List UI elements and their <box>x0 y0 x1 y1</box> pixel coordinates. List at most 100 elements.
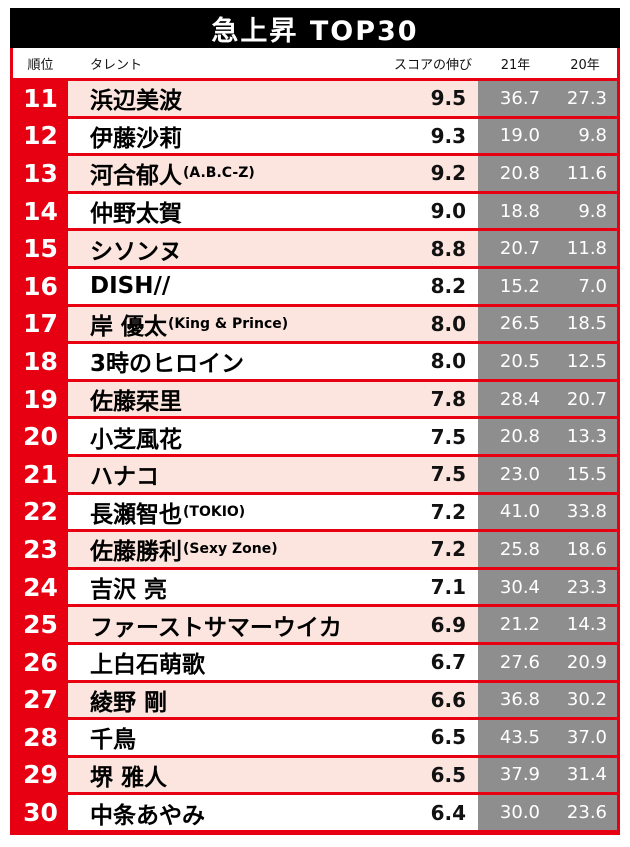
rank-number: 29 <box>23 760 58 790</box>
score-growth-value: 8.0 <box>410 344 478 379</box>
table-header-row: 順位 タレント スコアの伸び 21年 20年 <box>13 48 617 78</box>
table-row: 16 DISH// 8.2 15.2 7.0 <box>13 265 617 304</box>
rank-number: 16 <box>23 271 58 301</box>
talent-name: 3時のヒロイン <box>90 351 245 378</box>
table-row: 13 河合郁人 (A.B.C-Z) 9.2 20.8 11.6 <box>13 153 617 191</box>
score-growth-value: 8.8 <box>410 231 478 266</box>
talent-name: 堺 雅人 <box>90 764 168 791</box>
year-2021-value: 28.4 <box>478 381 553 417</box>
rank-number: 18 <box>23 346 58 376</box>
table-row: 19 佐藤栞里 7.8 28.4 20.7 <box>13 378 617 417</box>
talent-name-cell: 河合郁人 (A.B.C-Z) <box>68 156 410 191</box>
rank-number: 24 <box>23 572 58 602</box>
talent-name: 岸 優太 <box>90 313 168 340</box>
year-2021-value: 20.8 <box>478 156 553 191</box>
talent-name: DISH// <box>90 273 171 300</box>
year-2021-value: 36.8 <box>478 682 553 718</box>
col-header-year-2021: 21年 <box>500 57 531 73</box>
rank-number: 11 <box>23 83 58 113</box>
rank-number: 21 <box>23 459 58 489</box>
talent-name-cell: 中条あやみ <box>68 795 410 830</box>
talent-name-cell: 長瀬智也 (TOKIO) <box>68 494 410 530</box>
score-growth-value: 7.5 <box>410 419 478 454</box>
year-2020-value: 12.5 <box>553 344 617 379</box>
col-header-talent: タレント <box>90 57 143 73</box>
table-row: 24 吉沢 亮 7.1 30.4 23.3 <box>13 566 617 605</box>
rank-cell: 22 <box>13 494 68 530</box>
rank-number: 22 <box>23 497 58 527</box>
year-2021-value: 25.8 <box>478 532 553 567</box>
score-growth-value: 6.4 <box>410 795 478 830</box>
rank-number: 30 <box>23 798 58 828</box>
year-2020-value: 15.5 <box>553 456 617 492</box>
rank-number: 17 <box>23 309 58 339</box>
year-2021-value: 37.9 <box>478 757 553 793</box>
talent-name-cell: ファーストサマーウイカ <box>68 607 410 642</box>
talent-name-cell: 綾野 剛 <box>68 682 410 718</box>
year-2020-value: 37.0 <box>553 720 617 755</box>
score-growth-value: 7.5 <box>410 456 478 492</box>
rank-cell: 30 <box>13 795 68 830</box>
year-2020-value: 31.4 <box>553 757 617 793</box>
table-row: 21 ハナコ 7.5 23.0 15.5 <box>13 453 617 492</box>
rank-cell: 20 <box>13 419 68 454</box>
rank-number: 12 <box>23 121 58 151</box>
talent-name: 佐藤勝利 <box>90 539 182 566</box>
talent-name-cell: 吉沢 亮 <box>68 569 410 605</box>
talent-name-cell: 堺 雅人 <box>68 757 410 793</box>
talent-group-suffix: (TOKIO) <box>183 503 246 520</box>
rank-number: 28 <box>23 722 58 752</box>
rank-number: 23 <box>23 534 58 564</box>
talent-name-cell: 佐藤栞里 <box>68 381 410 417</box>
rank-cell: 21 <box>13 456 68 492</box>
talent-name-cell: 上白石萌歌 <box>68 644 410 680</box>
year-2021-value: 43.5 <box>478 720 553 755</box>
rank-number: 13 <box>23 158 58 188</box>
talent-name-cell: 小芝風花 <box>68 419 410 454</box>
talent-name-cell: 3時のヒロイン <box>68 344 410 379</box>
year-2020-value: 13.3 <box>553 419 617 454</box>
table-row: 18 3時のヒロイン 8.0 20.5 12.5 <box>13 341 617 379</box>
rank-cell: 24 <box>13 569 68 605</box>
talent-name: ファーストサマーウイカ <box>90 614 342 641</box>
col-header-rank: 順位 <box>27 57 54 73</box>
score-growth-value: 7.1 <box>410 569 478 605</box>
year-2021-value: 30.4 <box>478 569 553 605</box>
talent-name: シソンヌ <box>90 238 182 265</box>
rank-number: 25 <box>23 610 58 640</box>
rank-cell: 16 <box>13 268 68 304</box>
rank-number: 27 <box>23 685 58 715</box>
table-row: 26 上白石萌歌 6.7 27.6 20.9 <box>13 641 617 680</box>
table-body: 11 浜辺美波 9.5 36.7 27.3 12 伊藤沙莉 9.3 19.0 9… <box>13 78 617 830</box>
title-bar: 急上昇 TOP30 <box>10 8 620 48</box>
score-growth-value: 7.2 <box>410 494 478 530</box>
talent-name: 河合郁人 <box>90 163 182 190</box>
rank-cell: 26 <box>13 644 68 680</box>
rank-cell: 18 <box>13 344 68 379</box>
talent-name-cell: 浜辺美波 <box>68 81 410 116</box>
score-growth-value: 6.7 <box>410 644 478 680</box>
year-2021-value: 20.5 <box>478 344 553 379</box>
year-2021-value: 30.0 <box>478 795 553 830</box>
table-row: 20 小芝風花 7.5 20.8 13.3 <box>13 416 617 454</box>
year-2020-value: 23.3 <box>553 569 617 605</box>
rank-cell: 14 <box>13 193 68 229</box>
score-growth-value: 6.6 <box>410 682 478 718</box>
score-growth-value: 9.2 <box>410 156 478 191</box>
table-row: 15 シソンヌ 8.8 20.7 11.8 <box>13 228 617 266</box>
talent-name: 上白石萌歌 <box>90 652 205 679</box>
talent-name: 吉沢 亮 <box>90 577 168 604</box>
table-row: 23 佐藤勝利 (Sexy Zone) 7.2 25.8 18.6 <box>13 529 617 567</box>
talent-name: 浜辺美波 <box>90 88 182 115</box>
year-2021-value: 36.7 <box>478 81 553 116</box>
year-2020-value: 18.5 <box>553 306 617 342</box>
rank-number: 20 <box>23 422 58 452</box>
year-2021-value: 20.8 <box>478 419 553 454</box>
page-title: 急上昇 TOP30 <box>211 15 419 47</box>
year-2021-value: 23.0 <box>478 456 553 492</box>
talent-name: 綾野 剛 <box>90 689 168 716</box>
score-growth-value: 6.9 <box>410 607 478 642</box>
table-row: 14 仲野太賀 9.0 18.8 9.8 <box>13 190 617 229</box>
talent-name: ハナコ <box>90 464 159 491</box>
